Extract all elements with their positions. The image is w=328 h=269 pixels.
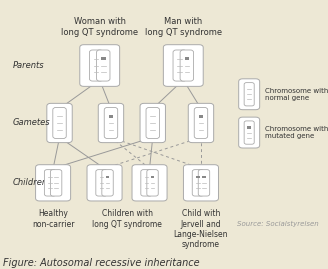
FancyBboxPatch shape xyxy=(141,170,152,196)
FancyBboxPatch shape xyxy=(96,50,110,81)
FancyBboxPatch shape xyxy=(183,165,218,201)
FancyBboxPatch shape xyxy=(102,170,113,196)
Bar xyxy=(185,57,189,60)
Bar xyxy=(109,115,113,118)
Text: Chromosome with
normal gene: Chromosome with normal gene xyxy=(265,88,328,101)
FancyBboxPatch shape xyxy=(51,170,62,196)
Text: Chromosome with
mutated gene: Chromosome with mutated gene xyxy=(265,126,328,139)
Text: Woman with
long QT syndrome: Woman with long QT syndrome xyxy=(61,17,138,37)
FancyBboxPatch shape xyxy=(239,117,260,148)
FancyBboxPatch shape xyxy=(239,79,260,110)
FancyBboxPatch shape xyxy=(104,107,118,139)
FancyBboxPatch shape xyxy=(90,50,103,81)
FancyBboxPatch shape xyxy=(198,170,210,196)
Bar xyxy=(101,57,106,60)
FancyBboxPatch shape xyxy=(96,170,107,196)
Bar xyxy=(106,176,110,178)
Bar xyxy=(151,176,154,178)
FancyBboxPatch shape xyxy=(53,107,66,139)
FancyBboxPatch shape xyxy=(44,170,56,196)
Text: Gametes: Gametes xyxy=(13,118,51,128)
Text: Source: Socialstyrelsen: Source: Socialstyrelsen xyxy=(236,221,318,227)
FancyBboxPatch shape xyxy=(147,170,158,196)
FancyBboxPatch shape xyxy=(140,103,165,143)
Text: Man with
long QT syndrome: Man with long QT syndrome xyxy=(145,17,222,37)
FancyBboxPatch shape xyxy=(188,103,214,143)
Text: Child with
Jervell and
Lange-Nielsen
syndrome: Child with Jervell and Lange-Nielsen syn… xyxy=(174,209,228,249)
FancyBboxPatch shape xyxy=(146,107,159,139)
Text: Parents: Parents xyxy=(13,61,45,70)
FancyBboxPatch shape xyxy=(173,50,187,81)
FancyBboxPatch shape xyxy=(80,45,120,86)
FancyBboxPatch shape xyxy=(194,107,208,139)
FancyBboxPatch shape xyxy=(98,103,124,143)
Bar xyxy=(202,176,206,178)
Text: Children with
long QT syndrome: Children with long QT syndrome xyxy=(92,209,162,229)
FancyBboxPatch shape xyxy=(47,103,72,143)
FancyBboxPatch shape xyxy=(35,165,71,201)
Bar xyxy=(199,115,203,118)
FancyBboxPatch shape xyxy=(180,50,194,81)
FancyBboxPatch shape xyxy=(192,170,204,196)
FancyBboxPatch shape xyxy=(244,121,254,144)
FancyBboxPatch shape xyxy=(132,165,167,201)
FancyBboxPatch shape xyxy=(163,45,203,86)
Text: Figure: Autosomal recessive inheritance: Figure: Autosomal recessive inheritance xyxy=(3,258,200,268)
FancyBboxPatch shape xyxy=(244,83,254,106)
Bar xyxy=(196,176,200,178)
Text: Healthy
non-carrier: Healthy non-carrier xyxy=(32,209,74,229)
Text: Children: Children xyxy=(13,178,48,187)
FancyBboxPatch shape xyxy=(87,165,122,201)
Bar xyxy=(247,126,251,129)
